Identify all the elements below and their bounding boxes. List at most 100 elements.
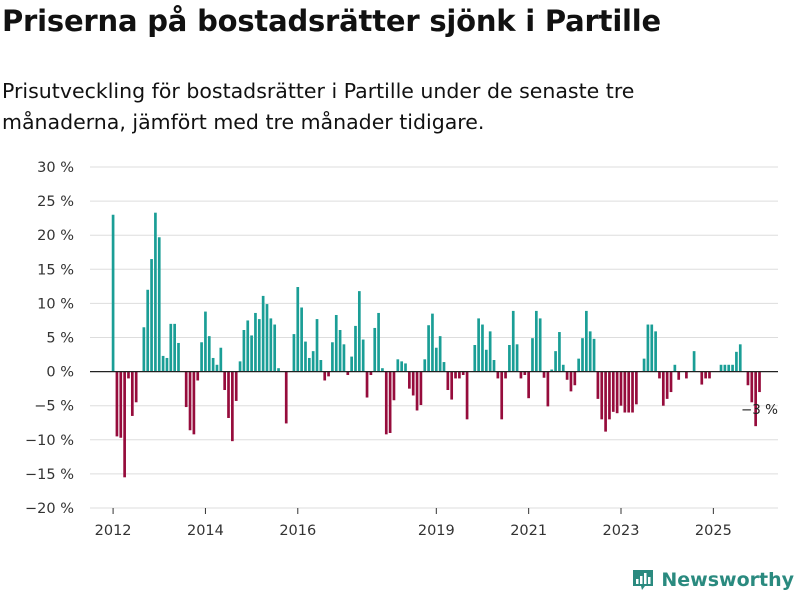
bar xyxy=(354,325,357,372)
bar xyxy=(627,371,631,413)
x-tick-label: 2023 xyxy=(603,523,640,539)
x-tick-label: 2014 xyxy=(187,523,224,539)
bar xyxy=(658,371,661,379)
bar xyxy=(446,371,450,391)
bar xyxy=(319,360,323,372)
y-tick-label: −20 % xyxy=(25,501,74,517)
bar xyxy=(238,361,242,372)
bar xyxy=(731,364,734,372)
bar xyxy=(519,371,523,379)
bar xyxy=(427,325,430,372)
bar xyxy=(465,371,469,420)
bar xyxy=(450,371,454,400)
bar xyxy=(419,371,423,406)
grid-lines xyxy=(90,166,778,509)
bar xyxy=(611,371,615,412)
bar xyxy=(677,371,681,380)
x-tick-label: 2016 xyxy=(279,523,316,539)
bar xyxy=(157,237,161,372)
bar xyxy=(165,357,169,372)
bar xyxy=(327,371,330,377)
bar xyxy=(311,351,315,372)
bar xyxy=(550,369,554,372)
bar xyxy=(461,371,465,376)
y-tick-label: 20 % xyxy=(37,228,74,244)
bar xyxy=(538,318,542,372)
bar xyxy=(581,338,584,372)
annotations: −3 % xyxy=(741,402,778,418)
bar xyxy=(569,371,573,392)
bar xyxy=(423,359,427,372)
bar xyxy=(207,336,211,372)
bar xyxy=(161,355,165,372)
bar xyxy=(411,371,415,396)
bar xyxy=(277,368,280,372)
annotation-label: −3 % xyxy=(741,402,778,418)
bar xyxy=(169,323,173,372)
bar xyxy=(608,371,611,420)
bar xyxy=(192,371,196,435)
bar xyxy=(123,371,126,478)
bar xyxy=(735,351,738,372)
bar xyxy=(700,371,704,385)
bar xyxy=(473,345,477,372)
bar xyxy=(515,344,519,372)
bar xyxy=(508,345,511,372)
bar xyxy=(615,371,619,414)
bar xyxy=(727,364,731,372)
bar xyxy=(723,364,727,372)
bar xyxy=(361,339,365,372)
bar xyxy=(304,341,307,372)
bar xyxy=(242,330,246,372)
bar xyxy=(511,310,515,372)
bar xyxy=(434,347,438,372)
bar xyxy=(746,371,750,386)
chart-title: Priserna på bostadsrätter sjönk i Partil… xyxy=(2,4,662,38)
bar xyxy=(738,344,742,372)
bar xyxy=(273,324,277,372)
bar xyxy=(334,314,338,372)
bar xyxy=(492,360,496,372)
bar xyxy=(300,307,303,372)
bar xyxy=(384,371,388,435)
bar xyxy=(577,358,580,372)
bar xyxy=(234,371,238,401)
brand-name: Newsworthy xyxy=(661,569,794,591)
bar xyxy=(296,287,300,372)
bar xyxy=(592,338,596,372)
bar xyxy=(542,371,546,378)
bar xyxy=(454,371,457,379)
bar xyxy=(685,371,688,379)
bar xyxy=(200,342,203,372)
bar xyxy=(146,289,150,372)
bar xyxy=(254,312,257,372)
x-tick-label: 2025 xyxy=(695,523,732,539)
bar xyxy=(215,364,219,372)
bar xyxy=(619,371,623,406)
bar xyxy=(400,361,404,372)
bar xyxy=(692,351,696,372)
bar xyxy=(561,364,565,372)
bar xyxy=(130,371,134,416)
bar xyxy=(665,371,669,399)
bar xyxy=(188,371,192,431)
bar xyxy=(458,371,461,379)
bar xyxy=(531,338,534,372)
bar xyxy=(292,334,296,372)
bar xyxy=(604,371,607,432)
y-tick-label: −5 % xyxy=(34,399,74,415)
bar xyxy=(631,371,634,413)
bar xyxy=(565,371,569,380)
x-tick-label: 2021 xyxy=(510,523,547,539)
chart-subtitle: Prisutveckling för bostadsrätter i Parti… xyxy=(2,79,635,134)
y-tick-label: 30 % xyxy=(37,160,74,176)
bar xyxy=(392,371,396,401)
bar xyxy=(127,371,130,379)
bar xyxy=(654,331,657,372)
bar xyxy=(388,371,392,433)
bar xyxy=(573,371,577,386)
bar xyxy=(211,357,215,372)
bar xyxy=(523,371,527,376)
bar xyxy=(246,320,250,372)
